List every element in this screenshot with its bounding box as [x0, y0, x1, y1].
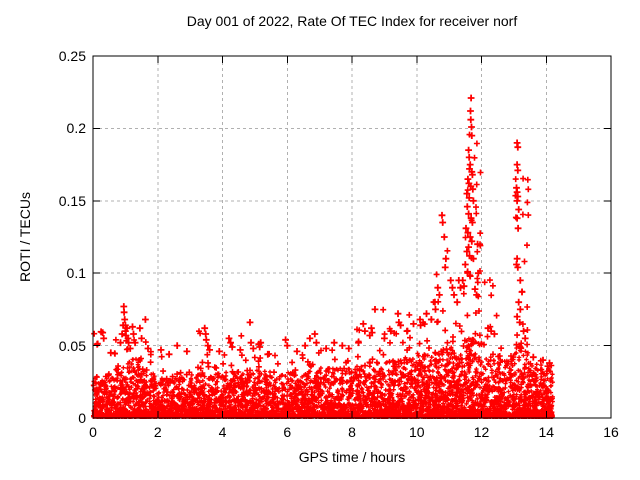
x-axis-label: GPS time / hours: [298, 449, 406, 465]
y-tick-label-0.2: 0.2: [66, 120, 86, 137]
x-tick-label-8: 8: [348, 424, 356, 440]
x-tick-label-6: 6: [283, 424, 292, 440]
scatter-outlier-points: [93, 94, 553, 367]
y-tick-label-0.15: 0.15: [58, 192, 86, 209]
scatter-dense-points: [90, 336, 555, 419]
x-tick-label-14: 14: [538, 424, 555, 440]
y-tick-label-0.25: 0.25: [58, 48, 86, 64]
y-tick-label-0.1: 0.1: [66, 265, 86, 282]
x-tick-label-10: 10: [408, 424, 425, 440]
scatter-mid-points: [91, 131, 555, 382]
x-tick-label-16: 16: [603, 424, 619, 440]
x-tick-label-2: 2: [153, 424, 162, 440]
x-tick-label-12: 12: [473, 424, 490, 440]
y-tick-label-0: 0: [78, 410, 86, 426]
x-tick-label-4: 4: [218, 424, 227, 440]
x-tick-label-0: 0: [89, 424, 97, 440]
chart-title: Day 001 of 2022, Rate Of TEC Index for r…: [186, 13, 518, 29]
y-tick-label-0.05: 0.05: [58, 337, 86, 354]
